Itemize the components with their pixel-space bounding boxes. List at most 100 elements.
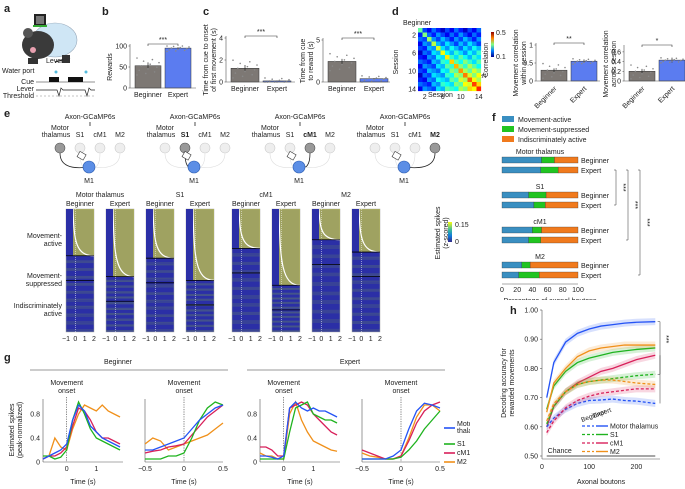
data-point xyxy=(281,77,283,80)
row-label-movement-active: active xyxy=(44,241,62,248)
data-point xyxy=(366,77,368,80)
heatmap-cell xyxy=(467,28,473,33)
line-s1 xyxy=(145,401,224,460)
data-point xyxy=(353,57,355,60)
heatmap-cell xyxy=(467,55,473,60)
y-axis-label: Decoding accuracy forrewarded movements xyxy=(501,348,516,418)
x-tick-label: 0 xyxy=(182,466,186,473)
panel-f: Movement-active Movement-suppressed Indisc… xyxy=(500,116,650,300)
x-tick-label: −0.5 xyxy=(355,466,369,473)
heatmap-cell xyxy=(418,64,423,69)
pre-onset-region xyxy=(232,209,239,249)
raster-x-tick: 1 xyxy=(249,336,253,343)
raster-x-tick: 1 xyxy=(123,336,127,343)
colorbar-tick: 0.15 xyxy=(455,222,469,229)
legend-label: Motor thalamus xyxy=(610,424,659,431)
data-point xyxy=(241,75,244,78)
region-label: thalamus xyxy=(252,132,281,139)
data-point xyxy=(329,69,331,72)
cue-trace xyxy=(36,70,95,83)
virus-label: Axon-GCaMP6s xyxy=(380,114,431,121)
heatmap-cell xyxy=(431,59,437,65)
data-point xyxy=(572,63,574,65)
heatmap-cell xyxy=(476,68,482,74)
data-point xyxy=(636,66,639,69)
heatmap-cell xyxy=(418,37,423,42)
heatmap-cell xyxy=(472,68,477,74)
data-point xyxy=(660,57,662,59)
heatmap-cell xyxy=(467,32,473,38)
heatmap-cell xyxy=(431,86,437,92)
data-point xyxy=(542,77,544,79)
y-axis-label: Movement correlationacross session xyxy=(603,30,618,97)
heatmap-cell xyxy=(436,37,441,42)
raster-x-tick: 2 xyxy=(258,336,262,343)
y-tick-label: 0.4 xyxy=(611,59,621,66)
x-tick-label: 0 xyxy=(282,466,286,473)
stacked-segment xyxy=(554,156,579,164)
legend-label: Indiscriminately active xyxy=(518,137,587,144)
raster-x-tick: 2 xyxy=(172,336,176,343)
line-m2 xyxy=(42,404,121,460)
line-motor-thalamus xyxy=(260,401,338,460)
heatmap-cell xyxy=(440,32,446,38)
significance-bracket xyxy=(626,169,629,241)
raster-group-label: Beginner xyxy=(232,201,261,208)
heatmap-cell xyxy=(467,59,473,65)
movement-onset-label: Movement xyxy=(385,380,418,387)
heatmap-cell xyxy=(458,64,464,69)
legend-label: Movement-active xyxy=(518,117,571,124)
data-point xyxy=(368,76,370,78)
heatmap-cell xyxy=(467,73,473,78)
heatmap-cell xyxy=(463,64,468,69)
line-beginner-motor-thalamus xyxy=(546,398,656,428)
y-tick-label: 0 xyxy=(219,80,223,87)
heatmap-cell xyxy=(449,41,455,47)
heatmap-cell xyxy=(467,68,473,74)
heatmap-cell xyxy=(476,77,482,83)
raster-x-tick: 0 xyxy=(239,336,243,343)
raster-x-tick: 1 xyxy=(163,336,167,343)
heatmap-cell xyxy=(454,41,459,47)
heatmap-cell xyxy=(440,82,446,87)
data-point xyxy=(336,56,338,58)
y-tick-label: 0 xyxy=(529,79,533,86)
heatmap-cell xyxy=(472,86,477,92)
data-point xyxy=(183,49,186,52)
heatmap-cell xyxy=(454,32,459,38)
heatmap-cell xyxy=(454,82,459,87)
heatmap-cell xyxy=(422,32,428,38)
y-tick-label: 0 xyxy=(253,460,257,467)
raster-x-tick: 1 xyxy=(83,336,87,343)
raster-x-tick: 2 xyxy=(298,336,302,343)
y-tick-label: 0 xyxy=(36,460,40,467)
data-point xyxy=(578,58,581,61)
heatmap-cell xyxy=(431,55,437,60)
heatmap-cell xyxy=(449,73,455,78)
heatmap-cell xyxy=(458,28,464,33)
y-tick-label: 1 xyxy=(529,43,533,50)
row-label: Beginner xyxy=(581,228,610,235)
legend-swatch xyxy=(502,116,514,122)
heatmap-cell xyxy=(449,82,455,87)
heatmap-ylabel: Session xyxy=(393,49,400,74)
heatmap-cell xyxy=(472,37,477,42)
data-point xyxy=(278,79,281,82)
heatmap-cell xyxy=(454,86,459,92)
data-point xyxy=(166,45,168,47)
region-label: Motor xyxy=(51,125,70,132)
raster-x-tick: −1 xyxy=(268,336,276,343)
significance-bracket xyxy=(638,169,641,276)
heatmap-cell xyxy=(422,68,428,74)
data-point xyxy=(589,62,592,64)
heatmap-cell xyxy=(449,68,455,74)
movement-onset-label: onset xyxy=(175,388,192,395)
data-point xyxy=(632,74,634,76)
heatmap-cell xyxy=(440,77,446,83)
heatmap-cell xyxy=(472,50,477,56)
lever-trace-label: Lever xyxy=(16,86,34,93)
raster-title: S1 xyxy=(176,192,185,199)
line-beginner-m2 xyxy=(546,379,656,422)
